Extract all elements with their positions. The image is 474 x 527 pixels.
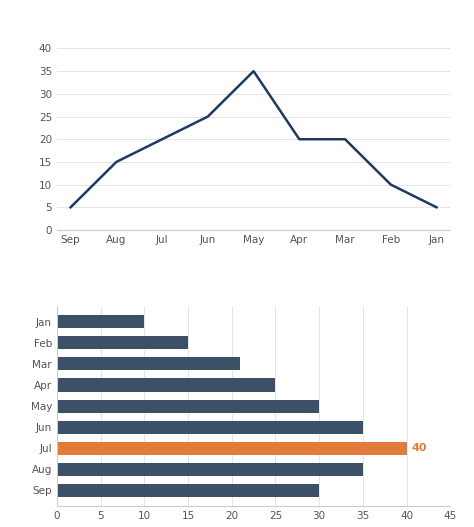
Bar <box>57 442 407 455</box>
Bar <box>57 421 363 434</box>
Bar <box>57 336 188 349</box>
Text: ® Corporate Finance Institute®.  All rights reserved.: ® Corporate Finance Institute®. All righ… <box>14 8 253 17</box>
Bar <box>57 378 275 392</box>
Text: Charts and Graphs Template: Charts and Graphs Template <box>131 23 343 35</box>
Text: 40: 40 <box>412 443 428 453</box>
Bar <box>57 399 319 413</box>
Bar <box>57 357 240 370</box>
Bar <box>57 315 144 328</box>
Bar <box>57 484 319 497</box>
Bar <box>57 463 363 476</box>
